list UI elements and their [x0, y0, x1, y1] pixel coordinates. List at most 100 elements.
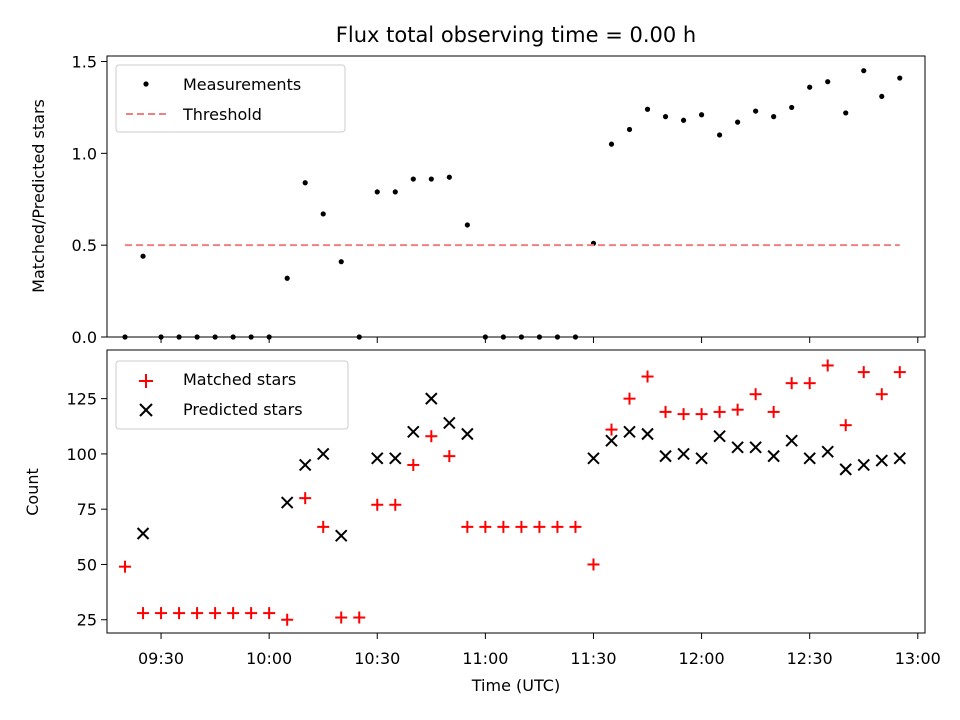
predicted-stars-point: [407, 425, 420, 439]
top-legend-box: [115, 64, 346, 133]
predicted-stars-point: [623, 425, 636, 439]
top-marks: [122, 68, 903, 340]
top-axes-frame: [106, 55, 926, 338]
measurement-point: [716, 132, 723, 138]
legend-predicted-label: Predicted stars: [183, 400, 303, 419]
top-panel: 0.0 0.5 1.0 1.5 Matched/Predicted stars Mea…: [29, 53, 926, 347]
measurement-point: [608, 141, 615, 147]
measurement-point: [698, 112, 705, 118]
bottom-axes-frame: [106, 349, 926, 634]
bottom-y-ticks: 25 50 75 100 125: [66, 390, 107, 630]
predicted-stars-point: [443, 416, 456, 430]
matched-stars-point: [605, 423, 618, 436]
predicted-stars-point: [749, 441, 762, 454]
matched-stars-point: [785, 377, 798, 390]
top-legend: Measurements Threshold: [115, 64, 346, 133]
predicted-stars-point: [767, 449, 780, 463]
matched-stars-point: [389, 498, 402, 511]
predicted-stars-point: [713, 430, 726, 443]
measurement-point: [662, 114, 669, 120]
measurement-point: [302, 180, 308, 186]
measurement-point: [753, 108, 759, 114]
matched-stars-point: [173, 607, 186, 620]
top-y-ticks: 0.0 0.5 1.0 1.5: [72, 53, 107, 347]
matched-stars-point: [857, 366, 870, 379]
matched-stars-point: [245, 607, 258, 620]
matched-stars-point: [479, 520, 492, 533]
predicted-stars-point: [425, 392, 438, 405]
x-tick-label: 13:00: [895, 649, 941, 668]
predicted-stars-point: [659, 449, 672, 463]
measurement-point: [428, 176, 434, 182]
predicted-stars-point: [389, 452, 402, 465]
measurement-point: [735, 119, 741, 125]
predicted-stars-point: [605, 434, 618, 447]
x-tick-label: 10:00: [246, 649, 292, 668]
bottom-legend-box: [115, 360, 349, 430]
predicted-stars-point: [641, 427, 654, 441]
predicted-stars-point: [335, 529, 348, 542]
measurement-point: [284, 275, 290, 281]
predicted-stars-point: [136, 527, 150, 540]
x-tick-label: 11:30: [570, 649, 616, 668]
bottom-x-ticks: 09:30 10:00 10:30 11:00 11:30 12:00 12:30 13:00: [138, 633, 941, 668]
matched-stars-point: [119, 560, 132, 573]
predicted-stars-point: [893, 452, 906, 465]
matched-stars-point: [731, 403, 744, 416]
matched-stars-point: [893, 366, 906, 379]
x-tick-label: 11:00: [462, 649, 508, 668]
predicted-stars-point: [587, 452, 600, 465]
measurement-point: [410, 176, 416, 182]
legend-predicted-marker: [139, 403, 153, 417]
predicted-stars-point: [803, 452, 816, 465]
matched-stars-point: [407, 458, 420, 471]
measurement-point: [680, 117, 687, 123]
top-y-tick-label: 0.5: [72, 236, 97, 255]
measurement-point: [861, 68, 867, 74]
matched-stars-point: [317, 520, 330, 533]
top-y-tick-label: 1.0: [72, 144, 97, 163]
predicted-stars-point: [785, 434, 798, 447]
matched-stars-point: [461, 520, 474, 533]
bottom-y-tick-label: 100: [66, 445, 97, 464]
measurement-point: [446, 174, 452, 180]
top-y-tick-label: 1.5: [72, 53, 97, 72]
predicted-stars-point: [317, 447, 330, 461]
top-y-axis-label: Matched/Predicted stars: [29, 99, 48, 293]
matched-stars-point: [263, 607, 276, 620]
measurement-point: [392, 189, 398, 195]
x-tick-label: 10:30: [354, 649, 400, 668]
legend-matched-label: Matched stars: [183, 370, 296, 389]
bottom-marks: [119, 359, 906, 626]
matched-stars-point: [587, 558, 600, 571]
matched-stars-point: [227, 607, 240, 620]
matched-stars-point: [695, 408, 708, 421]
matched-stars-point: [335, 611, 348, 624]
matched-stars-point: [533, 520, 546, 533]
matched-stars-point: [749, 388, 762, 401]
predicted-stars-point: [677, 447, 690, 461]
measurement-point: [897, 75, 903, 81]
matched-stars-point: [515, 520, 528, 533]
matched-stars-point: [155, 607, 168, 620]
measurement-point: [879, 93, 885, 100]
predicted-stars-point: [695, 452, 708, 465]
measurement-point: [320, 211, 326, 217]
matched-stars-point: [839, 419, 852, 432]
measurement-point: [807, 84, 813, 90]
matched-stars-point: [767, 405, 780, 418]
bottom-y-tick-label: 50: [77, 555, 97, 574]
measurement-point: [140, 253, 146, 259]
matched-stars-point: [803, 377, 816, 390]
matched-stars-point: [641, 370, 654, 383]
matched-stars-point: [821, 359, 834, 372]
bottom-y-tick-label: 25: [77, 611, 97, 630]
x-tick-label: 12:30: [787, 649, 833, 668]
predicted-stars-point: [298, 458, 312, 472]
predicted-stars-point: [280, 496, 294, 509]
measurement-point: [789, 104, 795, 111]
measurement-point: [644, 106, 651, 112]
measurement-point: [464, 222, 470, 228]
matched-stars-point: [353, 611, 366, 624]
